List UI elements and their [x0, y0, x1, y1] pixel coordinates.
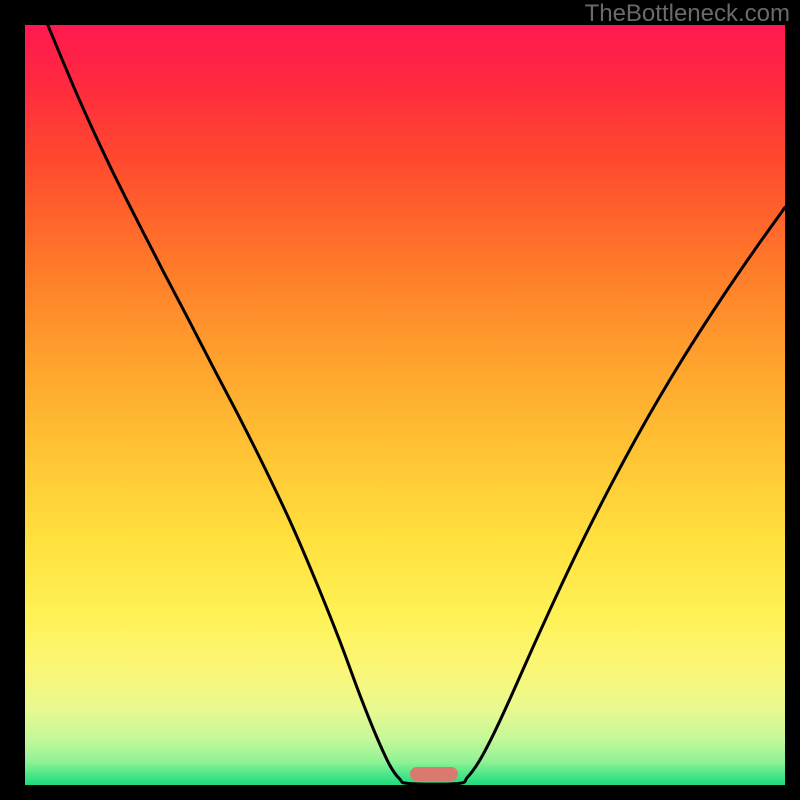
watermark-label: TheBottleneck.com	[585, 0, 790, 28]
optimum-marker	[410, 767, 458, 781]
bottleneck-curve	[25, 25, 785, 785]
chart-container: TheBottleneck.com	[0, 0, 800, 800]
plot-area	[25, 25, 785, 785]
